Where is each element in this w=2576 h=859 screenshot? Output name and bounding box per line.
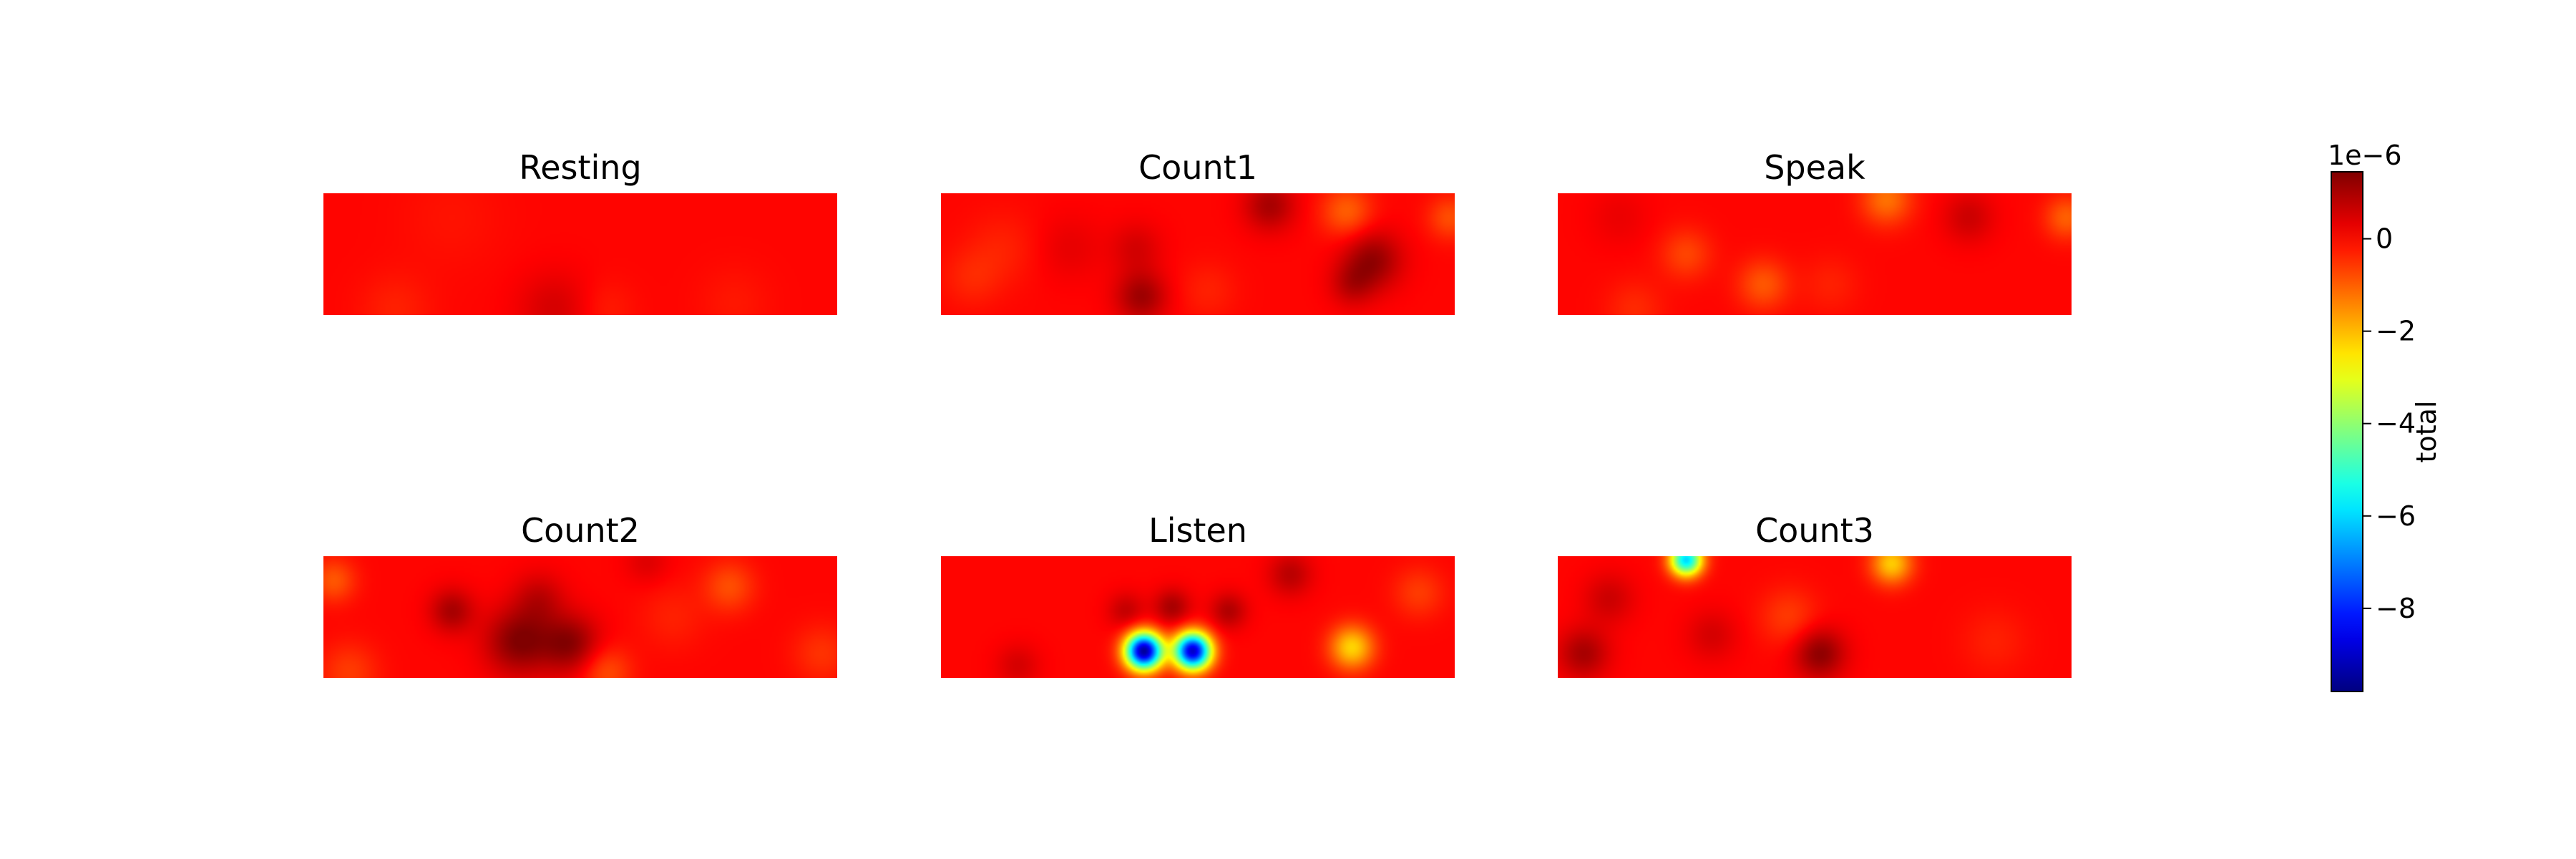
colorbar-gradient bbox=[2331, 171, 2363, 692]
heatmap-panel: Resting bbox=[323, 148, 837, 315]
colorbar-tick-label: −6 bbox=[2376, 500, 2416, 532]
heatmap-image bbox=[941, 556, 1455, 678]
heatmap-panel: Count1 bbox=[941, 148, 1455, 315]
panel-title: Count2 bbox=[521, 511, 640, 550]
colorbar-tick-label: −4 bbox=[2376, 408, 2416, 440]
heatmap-image bbox=[941, 193, 1455, 315]
colorbar-label: total bbox=[2411, 401, 2442, 463]
colorbar-tick-label: −8 bbox=[2376, 593, 2416, 624]
colorbar: 0 −2 −4 −6 −8 1e−6 total bbox=[2328, 140, 2442, 692]
panel-title: Listen bbox=[1148, 511, 1247, 550]
colorbar-tick-label: −2 bbox=[2376, 316, 2416, 347]
colorbar-tick-label: 0 bbox=[2376, 223, 2393, 255]
panel-title: Resting bbox=[519, 148, 641, 187]
heatmap-panel: Count2 bbox=[323, 511, 837, 678]
heatmap-image bbox=[323, 556, 837, 678]
panel-title: Count1 bbox=[1138, 148, 1257, 187]
panel-title: Speak bbox=[1764, 148, 1865, 187]
panel-title: Count3 bbox=[1755, 511, 1874, 550]
heatmap-panel: Speak bbox=[1558, 148, 2072, 315]
heatmap-image bbox=[323, 193, 837, 315]
colorbar-offset-text: 1e−6 bbox=[2328, 140, 2402, 171]
heatmap-panel: Count3 bbox=[1558, 511, 2072, 678]
heatmap-image bbox=[1558, 556, 2072, 678]
heatmap-panel: Listen bbox=[941, 511, 1455, 678]
heatmap-image bbox=[1558, 193, 2072, 315]
